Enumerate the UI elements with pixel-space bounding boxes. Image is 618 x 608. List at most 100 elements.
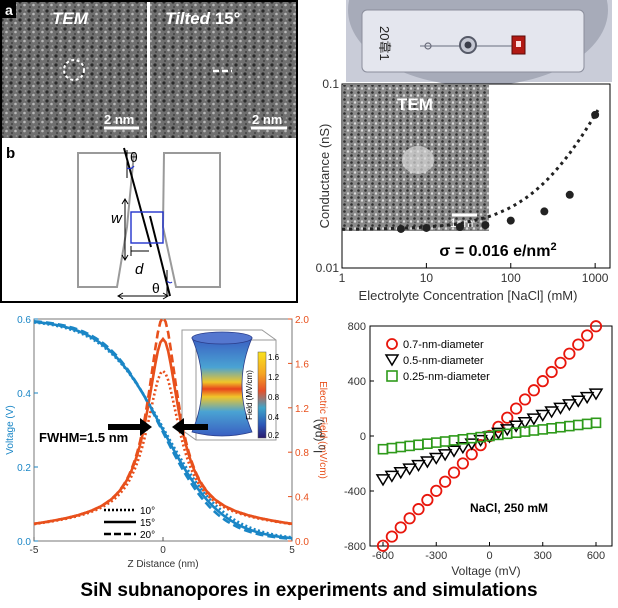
iv-point-0.7nm [501,411,514,424]
colorbar [257,351,267,439]
iv-point-0.5nm [553,402,568,415]
iv-point-0.25nm [590,417,602,429]
iv-point-0.7nm [474,439,487,452]
theta-arc-bottom [166,280,173,284]
prof-ytick-left-label: 0.2 [17,463,31,474]
iv-ytick-label: 400 [348,376,366,388]
iv-point-0.5nm [491,427,506,440]
profile-ylabel-left: Voltage (V) [5,405,16,454]
conductance-fit-line [342,108,600,231]
iv-point-0.7nm [439,475,452,488]
cond-point [455,223,464,232]
tem-inset-pore [402,146,434,174]
base-arrow-right [162,292,169,300]
prof-ytick-right-label: 2.0 [295,315,309,326]
tem-inset-title: TEM [397,95,433,114]
iv-point-0.5nm [428,452,444,465]
iv-point-0.5nm [446,445,462,458]
iv-point-0.5nm [588,388,604,401]
iv-point-0.7nm [536,375,549,388]
iv-ylabel: I0 (pA) [311,419,327,453]
reservoir-center [464,41,472,49]
profile-ticks: -5 0 50.00.20.40.60.00.40.81.21.62.0 [17,315,309,556]
cond-point [565,190,574,199]
iv-point-0.5nm [517,416,533,430]
panel-b-background [2,139,296,301]
cond-xtick-label: 1000 [582,271,609,285]
iv-ytick-label: -800 [344,541,366,553]
legend-label-15: 15° [140,518,155,529]
cond-ytick-label: 0.1 [322,77,339,91]
iv-point-0.7nm [394,521,407,534]
prof-ytick-right-label: 0.4 [295,493,309,504]
profile-legend: 10° 15° 20° [104,506,155,541]
iv-point-0.7nm [589,320,603,333]
w-label: w [111,210,123,227]
cond-xtick-label: 100 [501,271,521,285]
iv-point-0.5nm [437,449,453,462]
legend-marker-0.5nm [384,354,400,367]
iv-point-0.5nm [420,456,435,469]
iv-xtick-label: 0 [486,550,492,562]
w-arrow-bottom [121,254,129,261]
voltage-curve [33,320,293,541]
scalebar-left-label: 2 nm [104,112,134,127]
iv-ytick-label: 800 [348,321,366,333]
iv-point-0.7nm [518,393,532,406]
profile-ylabel-right: Electric Field (mV/cm) [317,381,328,479]
profile-curves [33,315,293,541]
iv-chart: -600 -300 0 300 600 -800 -400 0 400 800 0.7-nm-di… [311,320,613,578]
panel-a-right-title: Tilted 15° [165,9,241,28]
prof-ytick-left-label: 0.4 [17,389,31,400]
cond-xtick-label: 1 [339,271,346,285]
prof-ytick-right-label: 1.6 [295,359,309,370]
iv-ytick-label: 0 [360,431,366,443]
iv-point-0.7nm [545,365,558,379]
panel-a-label-box [2,2,16,18]
panel-ab: a TEM Tilted 15° 2 nm 2 nm b θ w d θ [0,0,298,303]
iv-point-0.5nm [473,434,488,448]
iv-point-0.5nm [393,467,409,480]
colorbar-tick-2: 1.2 [268,373,280,382]
iv-point-0.5nm [562,399,577,412]
prof-ytick-right-label: 0.0 [295,537,309,548]
colorbar-tick-5: 0.2 [268,431,280,440]
cond-ytick-label: 0.01 [316,261,340,275]
iv-xtick-label: -300 [425,550,447,562]
field-inset: Field (MV/cm) 1.6 1.2 0.8 0.4 0.2 [181,329,280,441]
conductance-points [396,110,600,233]
iv-point-0.5nm [464,438,480,451]
cond-point [540,207,549,216]
conductance-xlabel: Electrolyte Concentration [NaCl] (mM) [359,288,578,303]
fwhm-arrow-right [172,418,208,436]
iv-point-0.5nm [544,406,559,419]
colorbar-tick-4: 0.4 [268,413,280,422]
fwhm-arrow-left [108,418,152,436]
iv-point-0.5nm [526,413,542,426]
panel-a-left-image [2,2,147,138]
iv-point-0.7nm [456,457,469,470]
scalebar-right-label: 2 nm [252,112,282,127]
iv-point-0.5nm [579,391,595,405]
prof-ytick-right-label: 1.2 [295,404,309,415]
voltage-curve [33,320,293,540]
chip-photo: 20⾱1 [346,0,612,86]
iv-points [375,320,604,552]
prof-xtick-label: 0 [160,545,166,556]
sigma-annotation: σ = 0.016 e/nm2 [439,241,556,260]
iv-ticks: -600 -300 0 300 600 -800 -400 0 400 800 [344,321,605,562]
hyperboloid-top-rim [191,331,253,345]
iv-point-0.7nm [403,512,416,525]
cond-point [591,110,600,119]
colorbar-tick-1: 1.6 [268,353,280,362]
legend-marker-0.25nm [386,370,398,382]
d-label: d [135,261,144,278]
iv-point-0.5nm [402,463,417,476]
cond-point [422,223,431,232]
pore-region-box [130,211,164,244]
pore-marker-circle [63,59,85,81]
iv-point-0.7nm [563,347,576,360]
legend-label-0.5nm: 0.5-nm-diameter [403,355,484,367]
